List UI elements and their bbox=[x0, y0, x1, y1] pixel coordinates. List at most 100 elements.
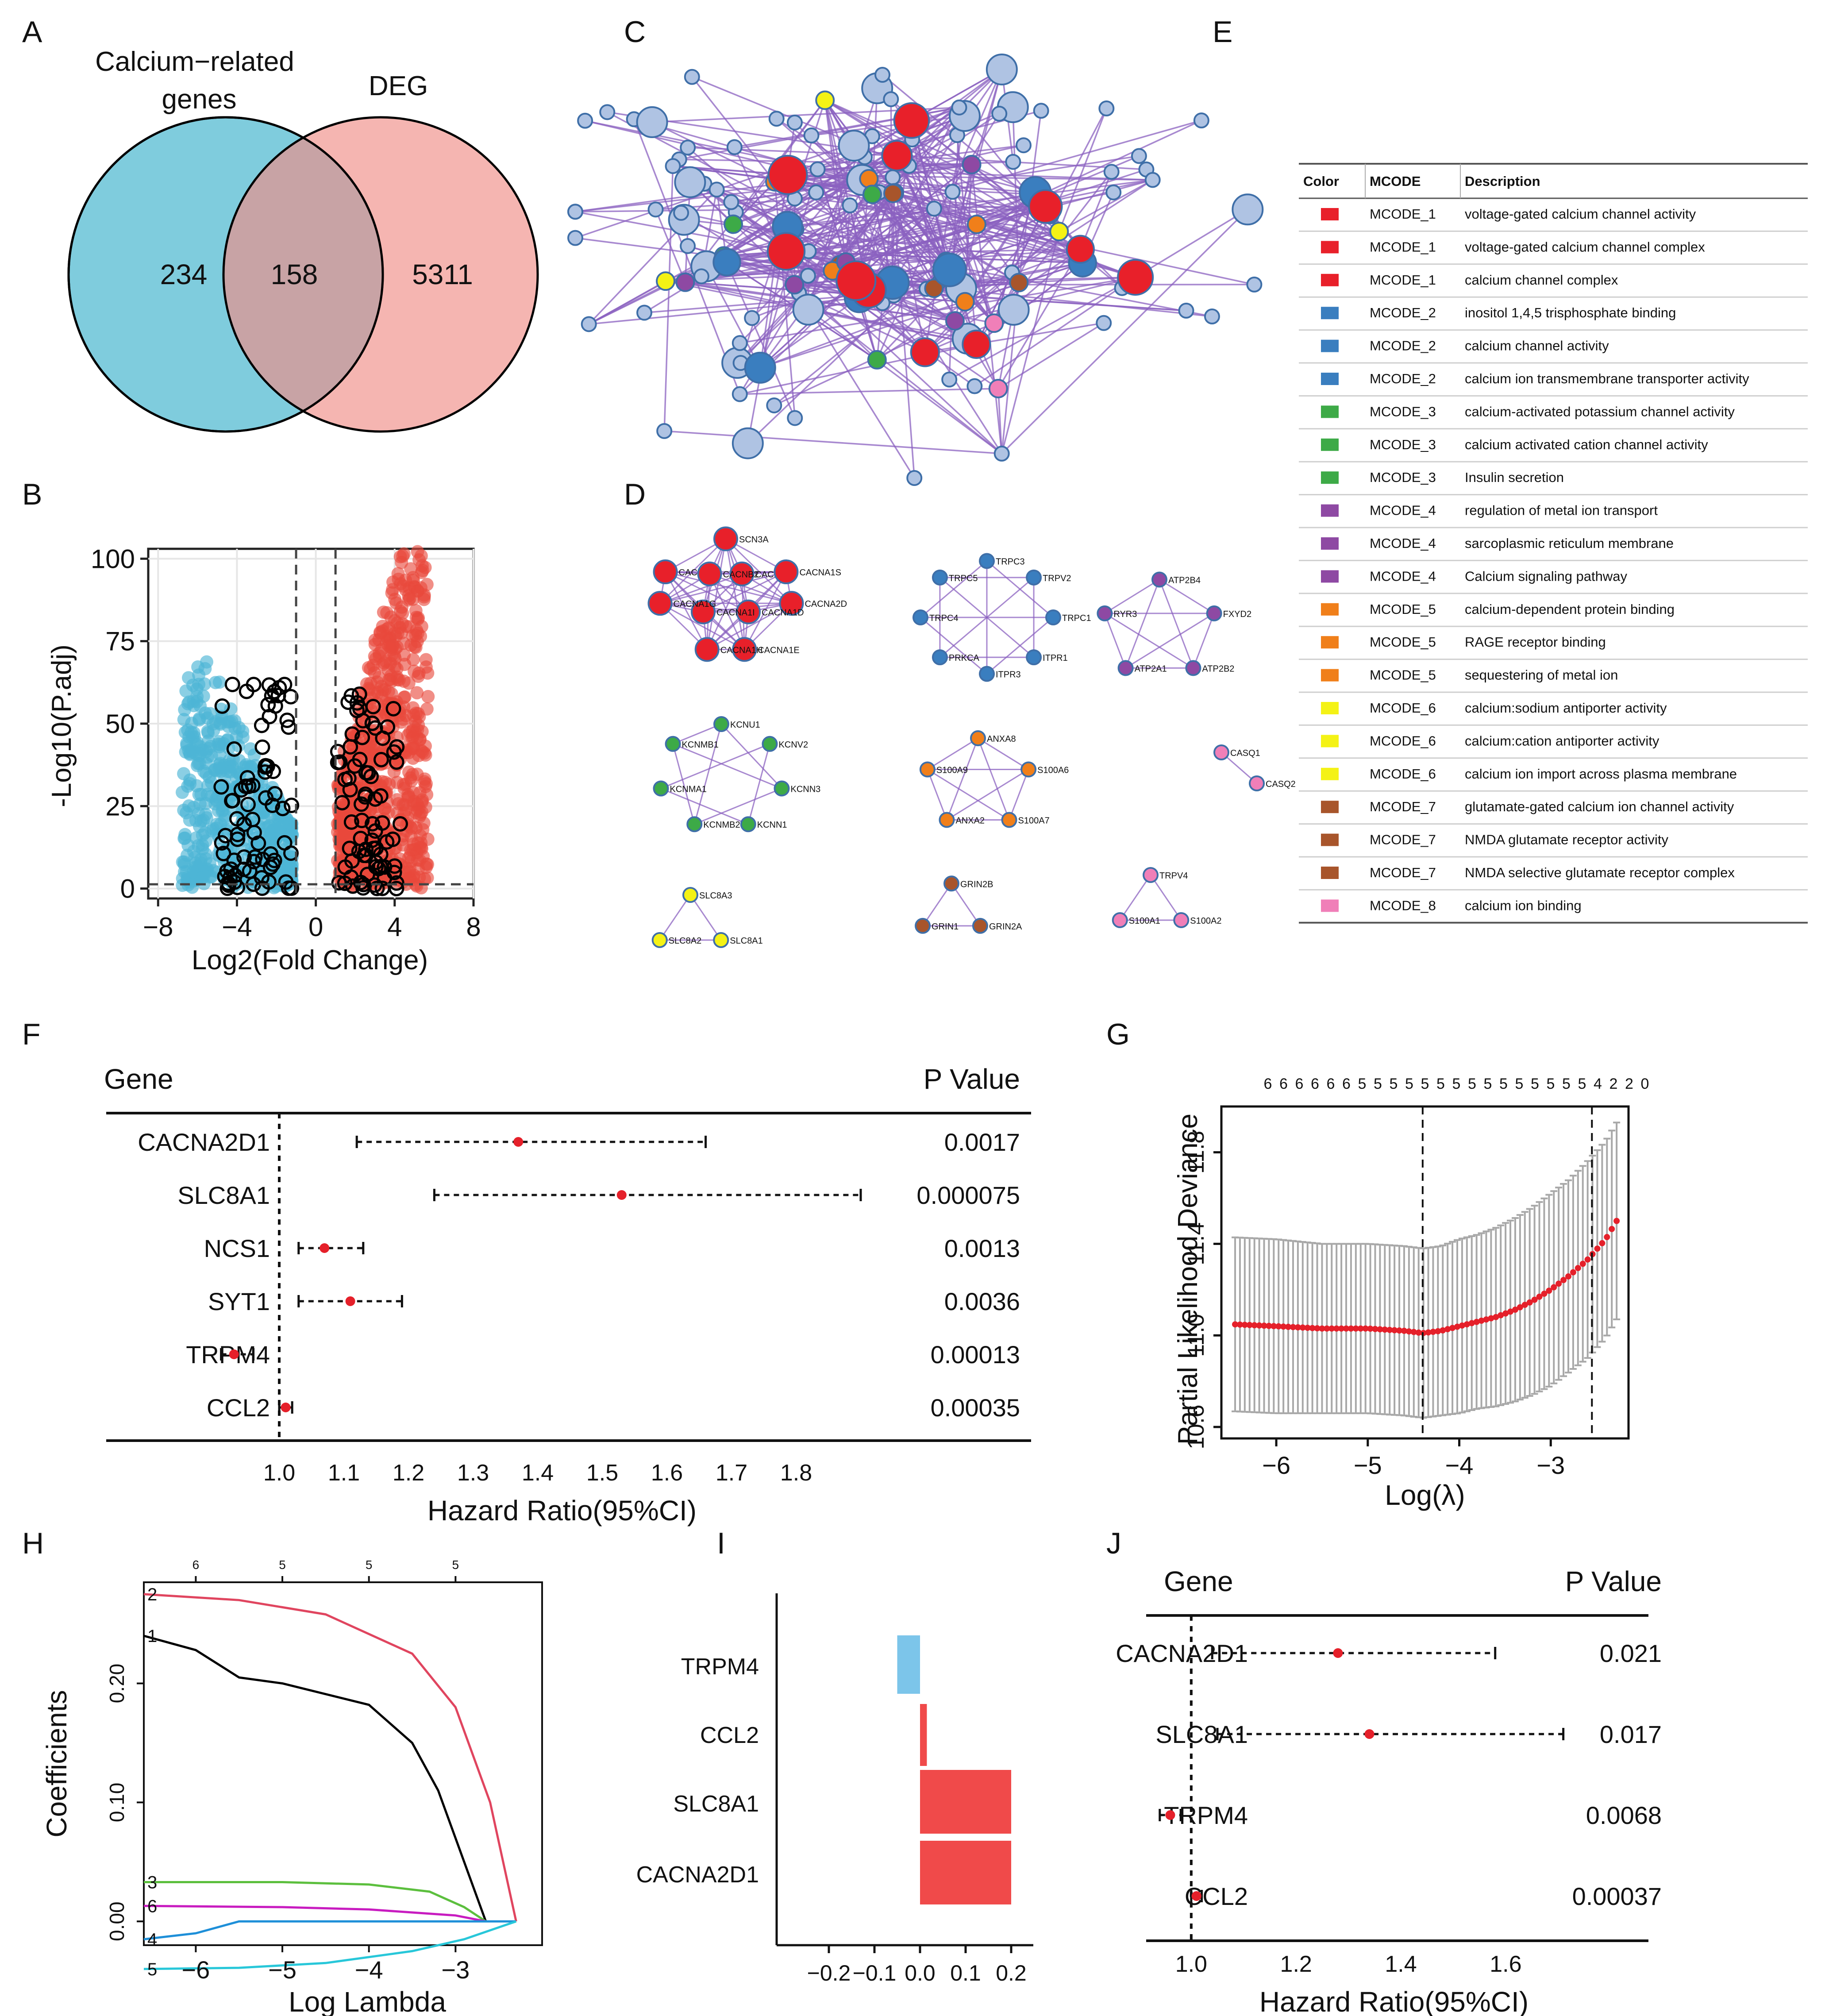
network-edge bbox=[733, 223, 1213, 317]
cv-point bbox=[1531, 1296, 1538, 1303]
mcode-cluster-2: TRPC3 TRPV2 TRPC1 ITPR1 ITPR3 PRKCA TRPC4 TRPC5 bbox=[912, 553, 1091, 682]
network-node bbox=[744, 351, 776, 384]
cv-point bbox=[1440, 1327, 1446, 1334]
mcode-cluster-5: KCNU1 KCNV2 KCNN3 KCNN1 KCNMB2 KCNMA1 KCNMB1 bbox=[653, 716, 820, 833]
network-node bbox=[883, 183, 903, 203]
network-edge bbox=[664, 430, 1002, 455]
network-edge bbox=[976, 119, 1202, 225]
table-color-swatch bbox=[1321, 504, 1339, 517]
volcano-point-highlight bbox=[229, 811, 245, 827]
volcano-point-highlight bbox=[267, 786, 283, 802]
network-node bbox=[674, 166, 706, 198]
table-header: Description bbox=[1465, 173, 1540, 189]
volcano-point-highlight bbox=[330, 744, 346, 759]
cv-point bbox=[1362, 1325, 1369, 1332]
network-node bbox=[944, 184, 961, 200]
cluster-edge bbox=[689, 894, 722, 941]
panel-letter-h: H bbox=[22, 1526, 44, 1560]
forest-x-tick-label: 1.2 bbox=[1280, 1951, 1312, 1977]
volcano-y-tick-label: 50 bbox=[105, 709, 135, 739]
table-color-swatch bbox=[1321, 899, 1339, 912]
network-node bbox=[945, 311, 965, 331]
network-node bbox=[732, 386, 748, 402]
network-node bbox=[785, 275, 805, 295]
cv-top-count: 2 bbox=[1625, 1075, 1633, 1092]
cluster-node bbox=[653, 780, 669, 797]
volcano-point-highlight bbox=[284, 798, 300, 813]
cluster-node-label: ITPR3 bbox=[996, 670, 1021, 680]
volcano-point-up bbox=[409, 611, 423, 624]
coefficient-path-label: 4 bbox=[147, 1930, 157, 1950]
network-edge bbox=[997, 249, 1081, 389]
network-node bbox=[1049, 222, 1069, 242]
cv-point bbox=[1546, 1287, 1552, 1294]
cluster-edge bbox=[1119, 875, 1151, 921]
network-node bbox=[1103, 164, 1120, 180]
coefficient-path-label: 6 bbox=[147, 1897, 157, 1916]
cluster-node-label: TRPC4 bbox=[929, 613, 959, 623]
coefficient-path-label: 2 bbox=[147, 1585, 157, 1604]
cluster-node bbox=[653, 559, 678, 585]
forest-gene-label: SLC8A1 bbox=[1155, 1720, 1248, 1748]
table-mcode: MCODE_5 bbox=[1370, 667, 1436, 683]
volcano-point-up bbox=[362, 661, 375, 675]
volcano-point-down bbox=[187, 730, 201, 744]
cluster-node bbox=[1185, 660, 1201, 676]
network-node bbox=[1005, 154, 1021, 170]
venn-count-right: 5311 bbox=[412, 258, 473, 290]
cv-point bbox=[1382, 1326, 1388, 1333]
panel-letter-c: C bbox=[624, 15, 646, 49]
venn-count-left: 234 bbox=[160, 258, 208, 290]
network-node bbox=[809, 161, 826, 177]
forest-point bbox=[513, 1137, 524, 1147]
cluster-node-label: SLC8A1 bbox=[730, 936, 763, 946]
panel-letter-b: B bbox=[22, 478, 42, 511]
network-node bbox=[926, 200, 942, 217]
panel-letter-f: F bbox=[22, 1018, 41, 1051]
volcano-point-up bbox=[380, 622, 393, 636]
network-node bbox=[1033, 103, 1049, 119]
cluster-edge bbox=[659, 602, 745, 650]
forest-x-tick-label: 1.4 bbox=[522, 1460, 554, 1486]
cluster-node bbox=[732, 637, 757, 662]
cv-point bbox=[1236, 1321, 1243, 1328]
cv-point bbox=[1430, 1329, 1436, 1335]
volcano-point-up bbox=[409, 640, 423, 654]
panel-letter-i: I bbox=[717, 1526, 725, 1560]
cv-top-count: 6 bbox=[1311, 1075, 1319, 1092]
network-node bbox=[867, 350, 887, 370]
volcano-point-down bbox=[180, 738, 194, 752]
cluster-edge bbox=[659, 894, 691, 941]
cluster-node-label: PRKCA bbox=[949, 653, 980, 663]
forest-p-value: 0.00035 bbox=[931, 1394, 1020, 1422]
network-node bbox=[786, 114, 803, 131]
cv-point bbox=[1333, 1325, 1340, 1332]
cv-top-count: 6 bbox=[1342, 1075, 1351, 1092]
paths-x-label: Log Lambda bbox=[289, 1986, 446, 2016]
volcano-point-up bbox=[411, 545, 424, 559]
volcano-point-up bbox=[375, 775, 389, 789]
table-description: Calcium signaling pathway bbox=[1465, 568, 1628, 584]
network-edge bbox=[1135, 208, 1248, 278]
cluster-node-label: KCNN3 bbox=[790, 784, 820, 794]
network-node bbox=[883, 91, 899, 108]
forest-x-tick-label: 1.3 bbox=[457, 1460, 489, 1486]
forest-x-label: Hazard Ratio(95%CI) bbox=[1259, 1986, 1529, 2016]
table-mcode: MCODE_4 bbox=[1370, 536, 1436, 551]
cluster-node-label: GRIN2B bbox=[960, 879, 993, 889]
network-node bbox=[708, 181, 725, 198]
cluster-edge bbox=[660, 788, 749, 825]
volcano-point-highlight bbox=[344, 726, 360, 742]
volcano-point-highlight bbox=[218, 828, 234, 844]
table-header: Color bbox=[1303, 173, 1339, 189]
volcano-point-highlight bbox=[373, 788, 389, 804]
cv-point bbox=[1294, 1324, 1301, 1330]
volcano-point-up bbox=[416, 745, 429, 759]
cv-point bbox=[1352, 1325, 1359, 1332]
network-node bbox=[693, 268, 709, 285]
table-mcode: MCODE_6 bbox=[1370, 700, 1436, 716]
table-description: RAGE receptor binding bbox=[1465, 634, 1606, 650]
cv-point bbox=[1328, 1325, 1335, 1332]
table-description: calcium activated cation channel activit… bbox=[1465, 437, 1708, 452]
network-node bbox=[932, 252, 967, 287]
